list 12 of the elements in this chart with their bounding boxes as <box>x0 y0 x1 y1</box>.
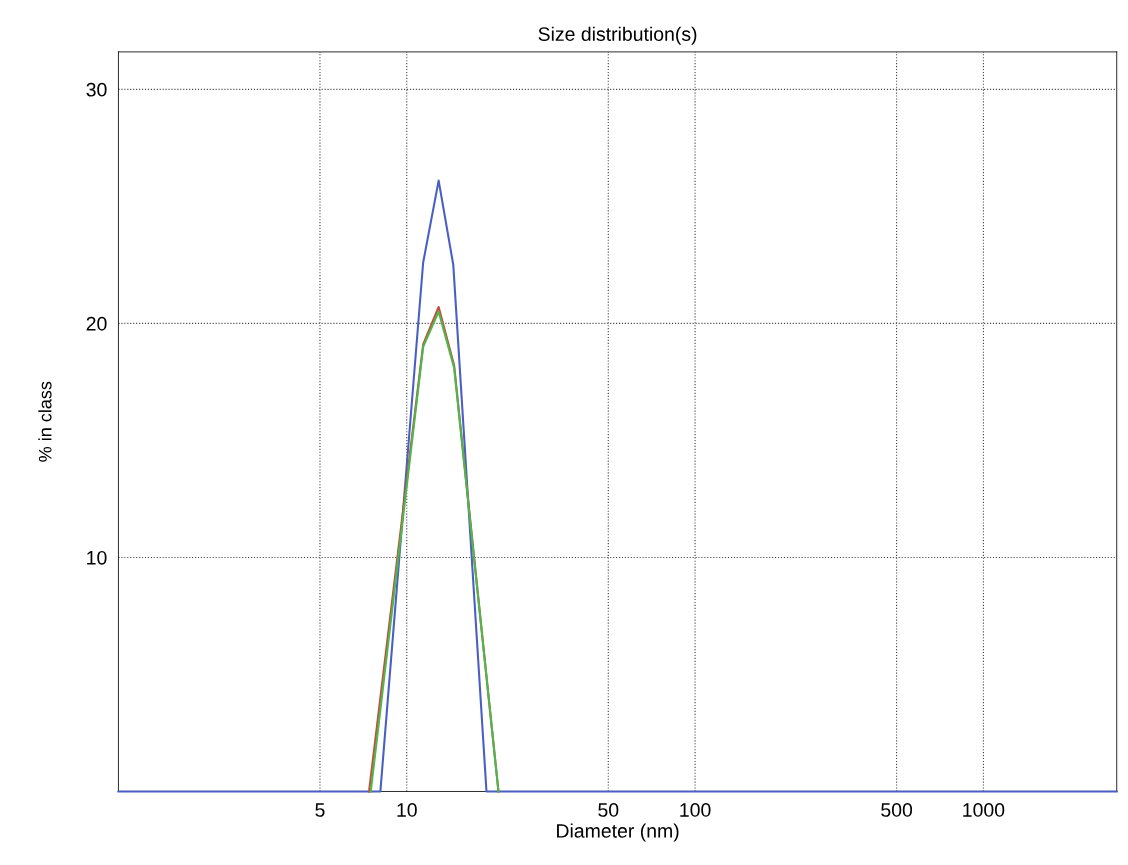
y-axis-title: % in class <box>38 381 52 462</box>
x-axis-title: Diameter (nm) <box>557 823 679 842</box>
y-tick-label: 10 <box>87 550 107 565</box>
y-tick-label: 30 <box>86 82 107 97</box>
chart-title: Size distribution(s) <box>538 26 697 45</box>
x-tick-label: 10 <box>397 803 417 817</box>
x-tick-label: 500 <box>881 803 913 817</box>
y-tick-label: 20 <box>86 316 107 331</box>
x-tick-label: 1000 <box>963 803 1005 817</box>
x-tick-label: 50 <box>598 803 619 817</box>
x-tick-label: 5 <box>315 803 325 817</box>
x-tick-label: 100 <box>680 803 711 817</box>
